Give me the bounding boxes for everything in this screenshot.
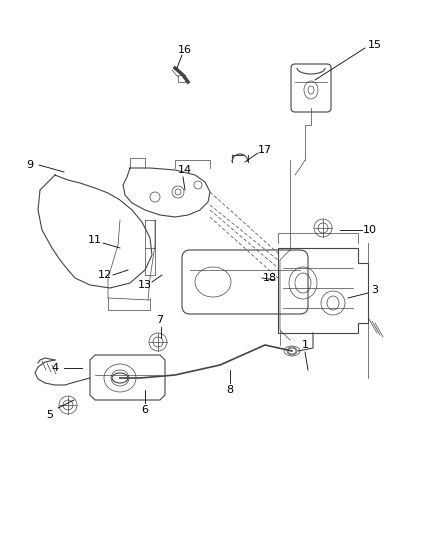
- Text: 4: 4: [51, 363, 58, 373]
- Text: 11: 11: [88, 235, 102, 245]
- Text: 15: 15: [367, 40, 381, 50]
- Text: 17: 17: [258, 145, 272, 155]
- Text: 8: 8: [226, 385, 233, 395]
- Text: 10: 10: [362, 225, 376, 235]
- Text: 3: 3: [371, 285, 378, 295]
- Text: 5: 5: [46, 410, 53, 420]
- Text: 16: 16: [177, 45, 191, 55]
- Text: 12: 12: [98, 270, 112, 280]
- Text: 14: 14: [177, 165, 192, 175]
- Text: 9: 9: [26, 160, 33, 170]
- Text: 7: 7: [156, 315, 163, 325]
- Text: 13: 13: [138, 280, 152, 290]
- Text: 1: 1: [301, 340, 308, 350]
- Text: 18: 18: [262, 273, 276, 283]
- Text: 6: 6: [141, 405, 148, 415]
